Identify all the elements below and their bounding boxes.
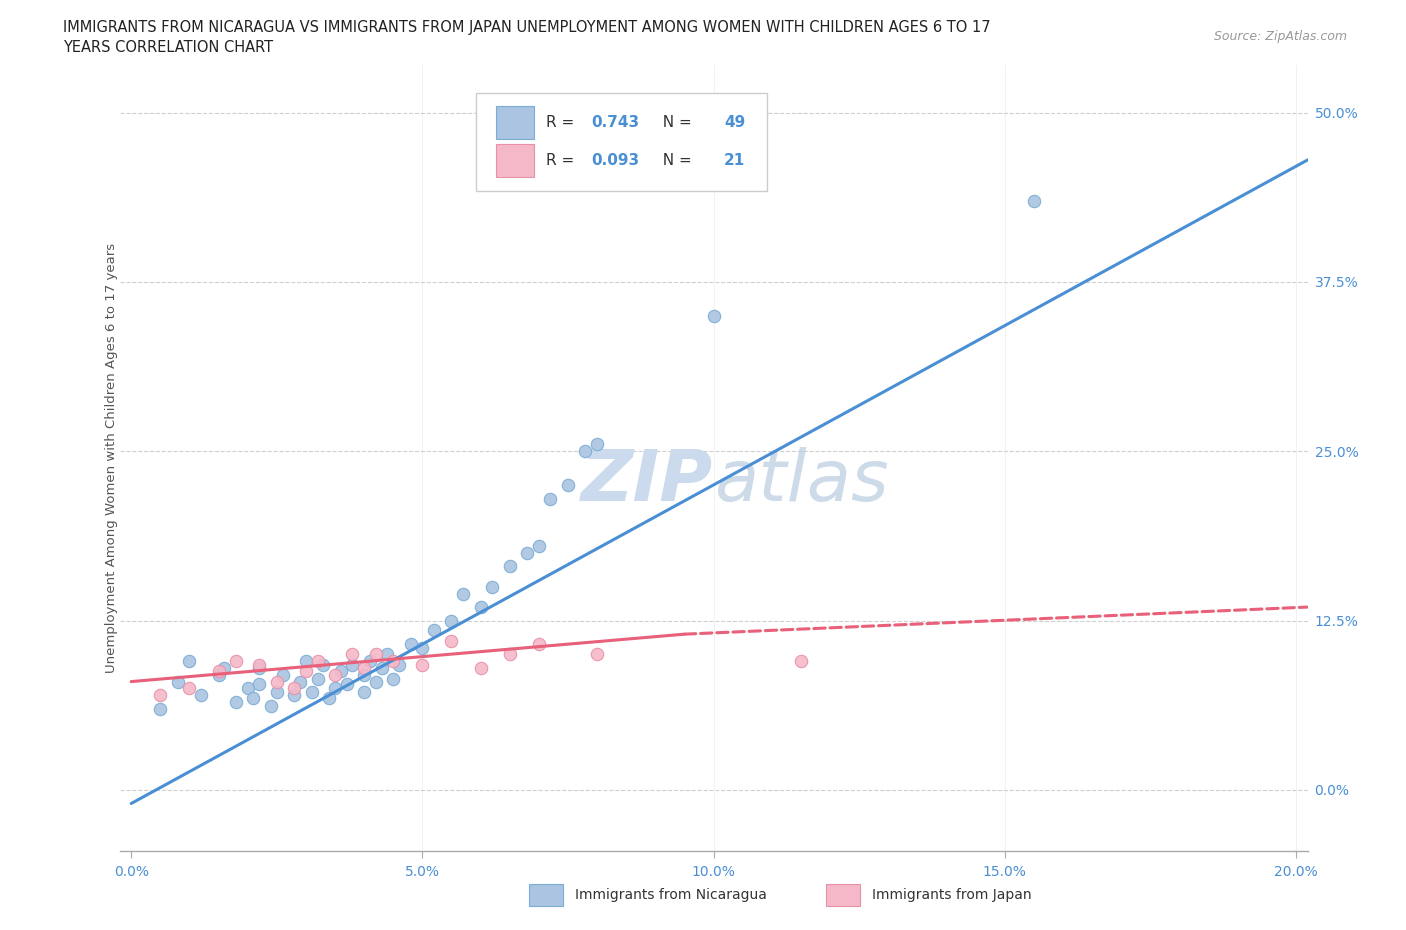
Point [440, 613, 463, 628]
Text: ZIP: ZIP [581, 447, 713, 516]
Point [586, 437, 609, 452]
Text: 49: 49 [724, 115, 745, 130]
Point [702, 309, 725, 324]
Point [353, 660, 375, 675]
Point [527, 636, 550, 651]
Point [329, 663, 352, 678]
Point [149, 687, 172, 702]
Point [214, 660, 236, 675]
Point [353, 685, 375, 700]
Point [527, 538, 550, 553]
Point [470, 660, 492, 675]
Point [288, 674, 311, 689]
Point [207, 668, 229, 683]
Text: YEARS CORRELATION CHART: YEARS CORRELATION CHART [63, 40, 273, 55]
Point [499, 647, 522, 662]
Point [323, 668, 346, 683]
Point [271, 668, 294, 683]
Point [179, 654, 201, 669]
FancyBboxPatch shape [827, 884, 859, 906]
Point [295, 654, 318, 669]
Point [295, 663, 318, 678]
Point [207, 663, 229, 678]
Point [225, 654, 247, 669]
Point [301, 685, 323, 700]
Point [557, 478, 579, 493]
Point [440, 633, 463, 648]
Point [260, 698, 283, 713]
Point [540, 491, 562, 506]
Text: Immigrants from Japan: Immigrants from Japan [872, 888, 1031, 902]
Point [266, 685, 288, 700]
FancyBboxPatch shape [496, 144, 534, 178]
Point [312, 658, 335, 672]
Point [388, 658, 411, 672]
FancyBboxPatch shape [530, 884, 562, 906]
Point [364, 647, 387, 662]
Point [247, 677, 270, 692]
Point [307, 671, 329, 686]
Text: 21: 21 [724, 153, 745, 168]
Point [236, 681, 259, 696]
Text: Immigrants from Nicaragua: Immigrants from Nicaragua [575, 888, 766, 902]
Point [586, 647, 609, 662]
Text: N =: N = [652, 153, 696, 168]
Point [323, 681, 346, 696]
Point [190, 687, 212, 702]
Y-axis label: Unemployment Among Women with Children Ages 6 to 17 years: Unemployment Among Women with Children A… [104, 243, 118, 673]
Point [423, 623, 446, 638]
Point [342, 647, 364, 662]
Point [411, 640, 433, 655]
Point [318, 690, 340, 705]
Point [364, 674, 387, 689]
Point [283, 681, 305, 696]
Point [353, 668, 375, 683]
Text: N =: N = [652, 115, 696, 130]
Point [149, 701, 172, 716]
Point [370, 660, 392, 675]
Point [283, 687, 305, 702]
Point [516, 545, 538, 560]
Point [411, 658, 433, 672]
Point [377, 647, 399, 662]
Point [359, 654, 381, 669]
Point [166, 674, 188, 689]
Point [242, 690, 264, 705]
Point [266, 674, 288, 689]
Point [499, 559, 522, 574]
Point [481, 579, 503, 594]
Text: 0.093: 0.093 [591, 153, 640, 168]
Point [790, 654, 813, 669]
Point [247, 660, 270, 675]
Point [307, 654, 329, 669]
Text: atlas: atlas [713, 447, 889, 516]
Point [342, 658, 364, 672]
Point [399, 636, 422, 651]
FancyBboxPatch shape [496, 106, 534, 139]
Point [470, 600, 492, 615]
Point [382, 671, 405, 686]
FancyBboxPatch shape [475, 93, 768, 191]
Text: R =: R = [546, 153, 579, 168]
Text: IMMIGRANTS FROM NICARAGUA VS IMMIGRANTS FROM JAPAN UNEMPLOYMENT AMONG WOMEN WITH: IMMIGRANTS FROM NICARAGUA VS IMMIGRANTS … [63, 20, 991, 35]
Text: Source: ZipAtlas.com: Source: ZipAtlas.com [1213, 30, 1347, 43]
Point [451, 586, 474, 601]
Point [574, 444, 596, 458]
Point [382, 654, 405, 669]
Text: 0.743: 0.743 [591, 115, 640, 130]
Point [225, 695, 247, 710]
Point [336, 677, 359, 692]
Point [1022, 193, 1045, 208]
Point [247, 658, 270, 672]
Text: R =: R = [546, 115, 579, 130]
Point [179, 681, 201, 696]
